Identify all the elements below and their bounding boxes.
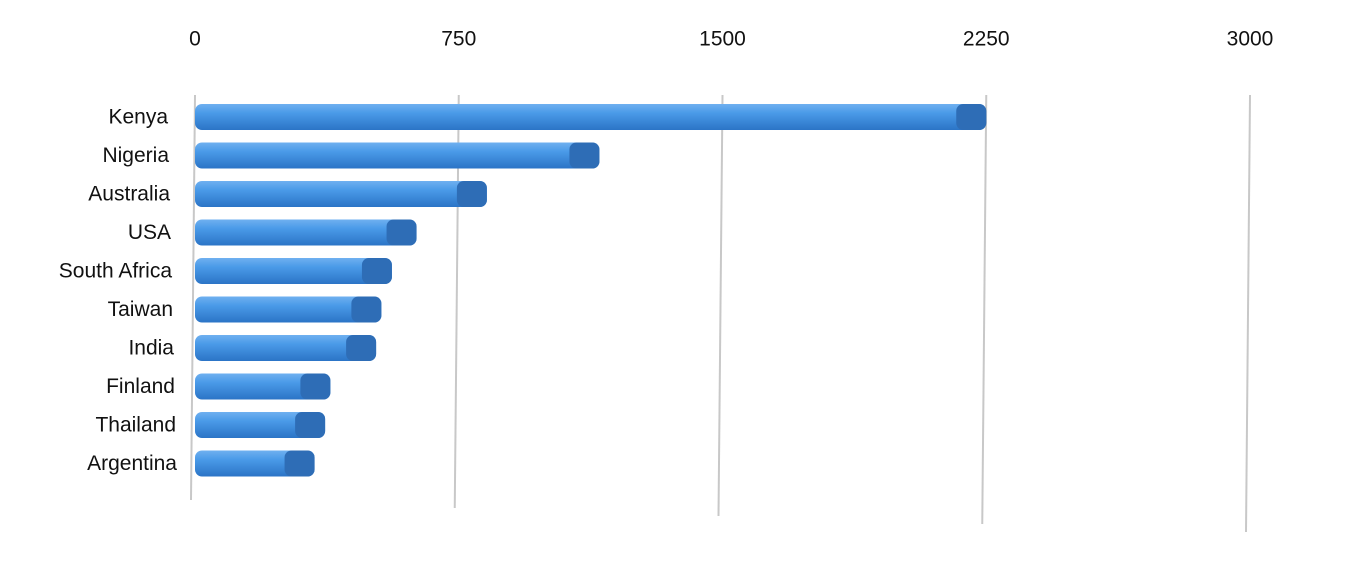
bar-end	[346, 335, 377, 361]
y-tick-label: South Africa	[59, 260, 173, 283]
bar	[195, 373, 331, 400]
y-tick-label: Nigeria	[102, 144, 169, 167]
grid-line	[717, 94, 724, 517]
bar	[195, 142, 600, 169]
x-tick-label: 3000	[1227, 28, 1274, 51]
bar-end	[456, 181, 487, 207]
bar-end	[361, 258, 392, 284]
y-tick-label: Taiwan	[108, 298, 173, 321]
y-tick-label: Argentina	[87, 452, 177, 475]
bar-end	[569, 142, 600, 169]
y-tick-label: Australia	[88, 183, 170, 206]
bar-end	[351, 296, 382, 323]
bar	[195, 296, 382, 323]
y-tick-label: India	[128, 337, 174, 360]
bar-end	[956, 104, 987, 130]
bar-end	[284, 450, 315, 477]
bar	[195, 219, 417, 246]
bar	[195, 335, 377, 361]
x-tick-label: 0	[189, 28, 201, 51]
bar	[195, 104, 987, 130]
y-tick-label: Kenya	[108, 106, 168, 129]
bar	[195, 181, 487, 207]
bar	[195, 412, 326, 438]
bar-end	[295, 412, 326, 438]
y-tick-label: Finland	[106, 375, 175, 398]
bar-end	[386, 219, 417, 246]
y-tick-label: Thailand	[95, 414, 176, 437]
grid-line	[981, 94, 988, 525]
grid-line	[190, 94, 196, 501]
x-tick-label: 1500	[699, 28, 746, 51]
x-tick-label: 2250	[963, 28, 1010, 51]
y-tick-label: USA	[128, 221, 171, 244]
bar	[195, 258, 392, 284]
grid-line	[1245, 94, 1251, 533]
x-tick-label: 750	[441, 28, 476, 51]
bar-end	[300, 373, 331, 400]
